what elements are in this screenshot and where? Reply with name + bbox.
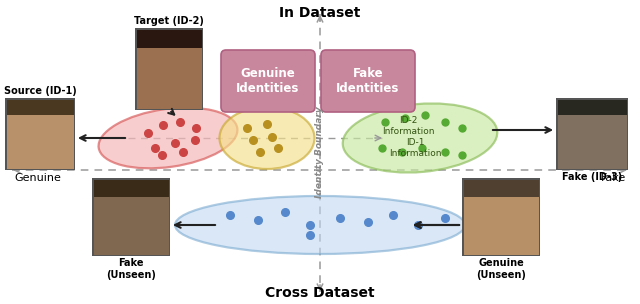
- Text: Source (ID-1): Source (ID-1): [4, 86, 76, 96]
- Ellipse shape: [175, 196, 465, 254]
- FancyBboxPatch shape: [557, 99, 627, 115]
- FancyBboxPatch shape: [463, 179, 538, 254]
- FancyBboxPatch shape: [5, 98, 75, 170]
- FancyBboxPatch shape: [557, 99, 627, 168]
- Text: ID-1
Information: ID-1 Information: [388, 138, 441, 158]
- FancyBboxPatch shape: [6, 99, 74, 115]
- Ellipse shape: [99, 108, 237, 168]
- Text: Genuine
(Unseen): Genuine (Unseen): [476, 258, 526, 280]
- Ellipse shape: [220, 107, 314, 169]
- FancyBboxPatch shape: [221, 50, 315, 112]
- Text: Cross Dataset: Cross Dataset: [265, 286, 375, 300]
- Text: Genuine: Genuine: [14, 173, 61, 183]
- Text: Fake
(Unseen): Fake (Unseen): [106, 258, 156, 280]
- Text: Fake: Fake: [601, 173, 626, 183]
- FancyBboxPatch shape: [136, 29, 202, 109]
- Text: Fake
Identities: Fake Identities: [336, 67, 400, 95]
- Text: Genuine
Identities: Genuine Identities: [236, 67, 300, 95]
- Text: Identity Boundary: Identity Boundary: [316, 106, 324, 198]
- FancyBboxPatch shape: [93, 179, 168, 197]
- FancyBboxPatch shape: [136, 29, 202, 47]
- FancyBboxPatch shape: [462, 178, 540, 256]
- Text: Fake (ID-3): Fake (ID-3): [562, 172, 622, 182]
- FancyBboxPatch shape: [93, 179, 168, 254]
- Text: In Dataset: In Dataset: [279, 6, 361, 20]
- Text: Target (ID-2): Target (ID-2): [134, 16, 204, 26]
- FancyBboxPatch shape: [135, 28, 203, 110]
- FancyBboxPatch shape: [92, 178, 170, 256]
- FancyBboxPatch shape: [6, 99, 74, 168]
- FancyBboxPatch shape: [556, 98, 628, 170]
- Text: ID-2
Information: ID-2 Information: [381, 116, 435, 136]
- FancyBboxPatch shape: [321, 50, 415, 112]
- FancyBboxPatch shape: [463, 179, 538, 197]
- Ellipse shape: [343, 103, 497, 173]
